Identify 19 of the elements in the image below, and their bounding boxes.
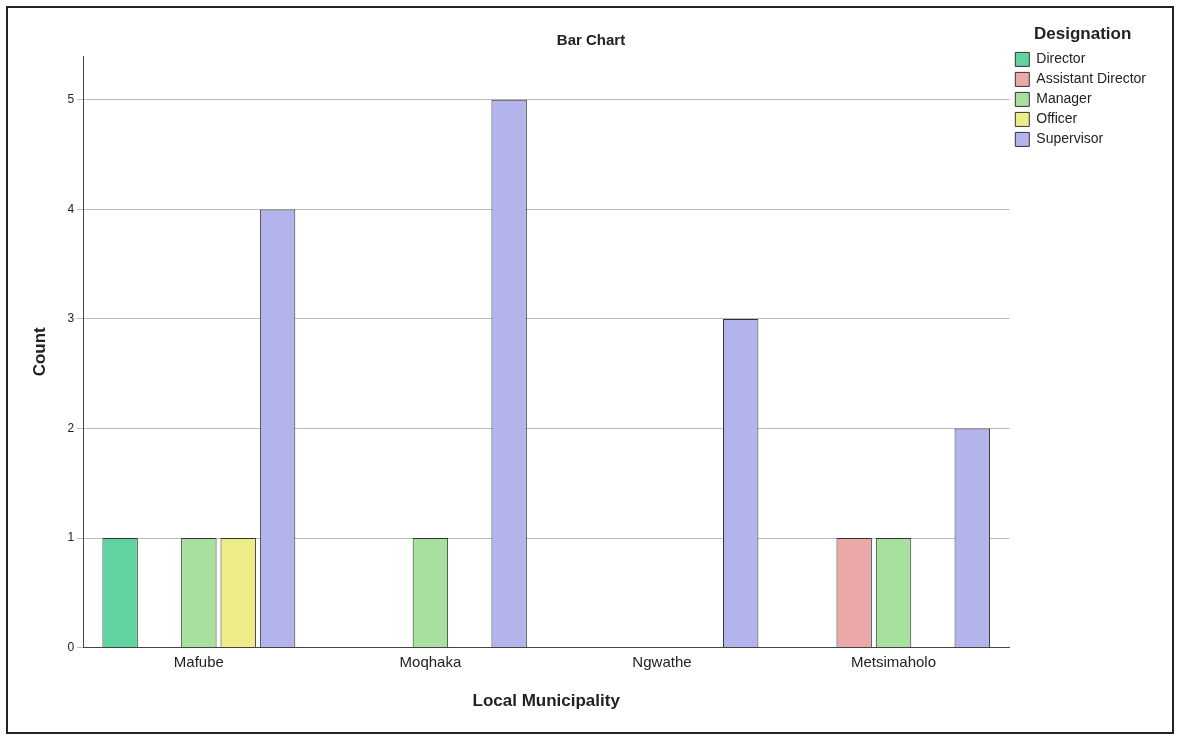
y-tick-label: 5 [67,92,75,107]
y-tick-label: 2 [67,420,75,435]
legend-title: Designation [1034,24,1132,44]
y-tick-label: 0 [67,639,75,654]
x-tick-label: Moqhaka [399,652,462,670]
y-tick-label: 1 [67,530,75,545]
chart-title: Bar Chart [556,31,626,49]
legend-label: Director [1036,50,1086,67]
x-axis-title: Local Municipality [472,691,621,711]
legend-label: Supervisor [1036,130,1104,147]
x-tick-label: Metsimaholo [851,652,937,670]
y-tick-label: 4 [67,201,75,216]
x-tick-label: Mafube [173,652,224,670]
y-axis-title: Count [29,326,49,377]
legend-label: Assistant Director [1036,70,1147,87]
y-tick-label: 3 [67,311,75,326]
legend-label: Officer [1036,110,1078,127]
x-tick-label: Ngwathe [632,652,692,670]
legend-label: Manager [1036,90,1092,107]
